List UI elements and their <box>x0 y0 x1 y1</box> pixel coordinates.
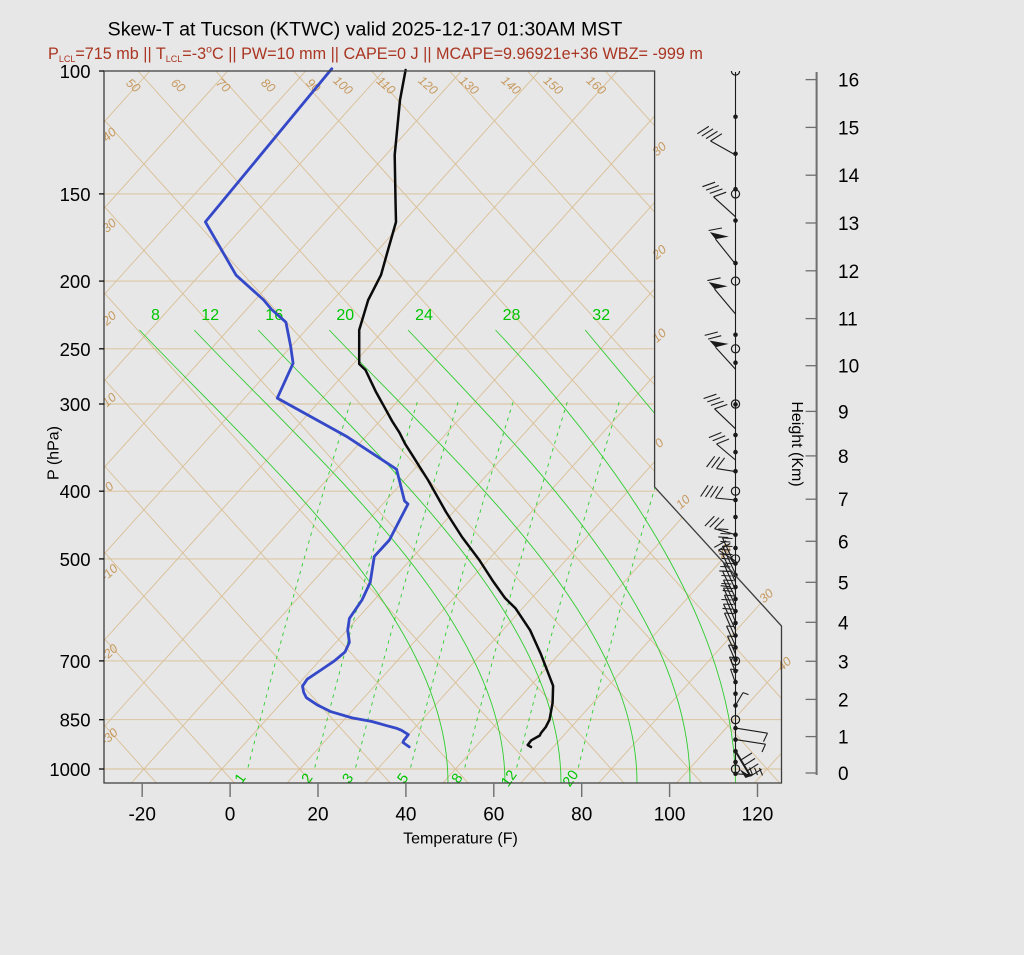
svg-text:Temperature (F): Temperature (F) <box>403 831 518 848</box>
svg-text:7: 7 <box>838 490 849 511</box>
svg-text:0: 0 <box>838 764 849 785</box>
svg-text:20: 20 <box>307 805 328 826</box>
svg-text:14: 14 <box>838 166 860 187</box>
svg-text:12: 12 <box>201 307 219 324</box>
svg-text:120: 120 <box>742 805 774 826</box>
svg-text:6: 6 <box>838 532 849 553</box>
svg-text:40: 40 <box>395 805 416 826</box>
svg-text:8: 8 <box>151 307 160 324</box>
svg-text:20: 20 <box>336 307 354 324</box>
svg-text:32: 32 <box>592 307 610 324</box>
svg-text:13: 13 <box>838 214 859 235</box>
svg-text:700: 700 <box>60 651 91 672</box>
svg-text:P (hPa): P (hPa) <box>46 426 63 480</box>
svg-text:3: 3 <box>838 652 849 673</box>
svg-text:28: 28 <box>503 307 521 324</box>
svg-text:8: 8 <box>838 447 849 468</box>
svg-text:4: 4 <box>838 613 849 634</box>
svg-text:Height (Km): Height (Km) <box>788 401 805 486</box>
svg-text:11: 11 <box>838 310 858 331</box>
svg-text:100: 100 <box>654 805 686 826</box>
svg-text:100: 100 <box>60 61 91 82</box>
svg-text:850: 850 <box>60 710 91 731</box>
svg-text:12: 12 <box>838 262 859 283</box>
svg-text:300: 300 <box>60 394 91 415</box>
svg-text:400: 400 <box>60 481 91 502</box>
svg-text:9: 9 <box>838 402 849 423</box>
svg-text:60: 60 <box>483 805 504 826</box>
svg-text:PLCL=715 mb || TLCL=-3oC || PW: PLCL=715 mb || TLCL=-3oC || PW=10 mm || … <box>48 44 703 65</box>
svg-text:-20: -20 <box>128 805 155 826</box>
svg-text:24: 24 <box>415 307 433 324</box>
svg-text:16: 16 <box>265 307 283 324</box>
svg-text:250: 250 <box>60 339 91 360</box>
svg-text:1: 1 <box>838 728 849 749</box>
svg-text:15: 15 <box>838 118 859 139</box>
svg-text:5: 5 <box>838 573 849 594</box>
svg-text:1000: 1000 <box>49 759 90 780</box>
svg-text:16: 16 <box>838 71 859 92</box>
svg-text:10: 10 <box>838 357 859 378</box>
svg-text:200: 200 <box>60 271 91 292</box>
svg-text:0: 0 <box>225 805 236 826</box>
svg-text:150: 150 <box>60 184 91 205</box>
svg-text:80: 80 <box>571 805 592 826</box>
svg-text:500: 500 <box>60 549 91 570</box>
svg-text:Skew-T at Tucson (KTWC) valid: Skew-T at Tucson (KTWC) valid 2025-12-17… <box>108 19 623 41</box>
svg-text:2: 2 <box>838 690 849 711</box>
